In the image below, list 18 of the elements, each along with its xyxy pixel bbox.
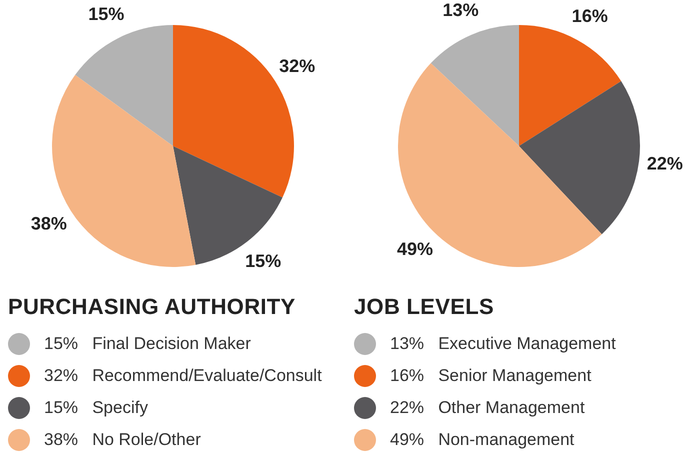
data-label: 15% [245, 251, 282, 272]
legend-label: 15% Specify [44, 398, 148, 418]
data-label: 49% [397, 238, 434, 259]
data-label: 22% [646, 153, 683, 174]
data-label: 38% [30, 214, 67, 234]
legend-label: 16% Senior Management [390, 366, 592, 386]
legend-label: 49% Non-management [390, 430, 574, 450]
data-label: 32% [279, 56, 316, 76]
legend-label: 22% Other Management [390, 398, 585, 418]
data-label: 16% [572, 6, 608, 26]
legend-label: 13% Executive Management [390, 334, 616, 354]
data-label: 13% [442, 0, 479, 20]
legend-label: 38% No Role/Other [44, 430, 201, 450]
data-label: 15% [88, 4, 124, 24]
text: PURCHASING AUTHORITY [8, 294, 297, 320]
text: JOB LEVELS [354, 294, 495, 320]
legend-label: 15% Final Decision Maker [44, 334, 251, 354]
legend-label: 32% Recommend/Evaluate/Consult [44, 366, 322, 386]
